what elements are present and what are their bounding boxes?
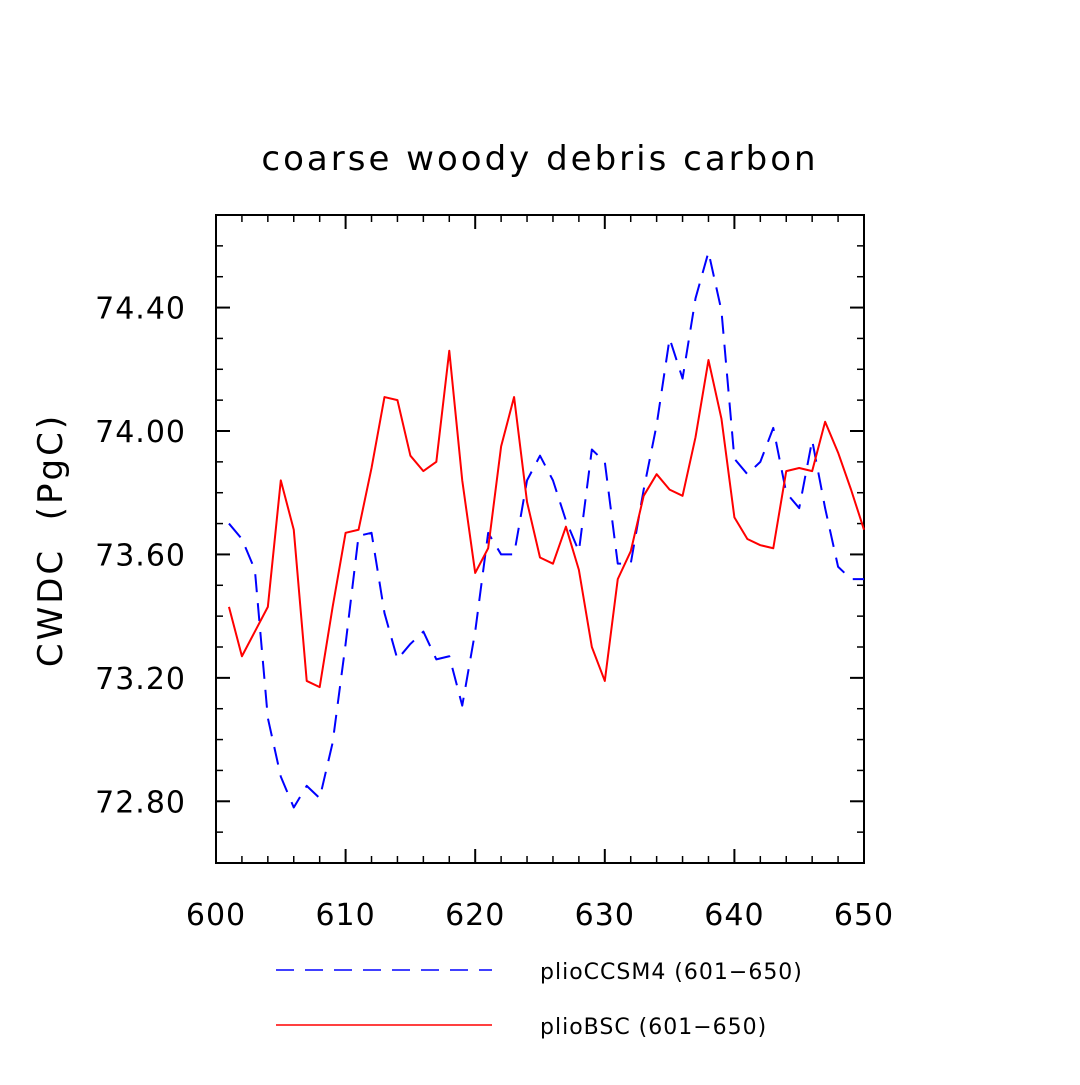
y-tick-label: 74.40 — [95, 292, 186, 327]
x-tick-label: 640 — [704, 898, 764, 933]
y-axis-label: CWDC (PgC) — [31, 413, 71, 667]
x-tick-label: 630 — [575, 898, 635, 933]
series-line-1 — [228, 251, 864, 809]
y-tick-label: 74.00 — [95, 415, 186, 450]
plot-area: 600 610 620 630 640 650 72.80 73.20 73.60 74.00 74… — [95, 214, 894, 933]
x-tick-label: 650 — [834, 898, 894, 933]
x-tick-label: 620 — [445, 898, 505, 933]
legend-label-2: plioBSC (601−650) — [540, 1015, 767, 1040]
y-tick-label: 73.20 — [95, 662, 186, 697]
legend-label-1: plioCCSM4 (601−650) — [540, 960, 803, 985]
plot-frame — [215, 214, 865, 864]
legend: plioCCSM4 (601−650) plioBSC (601−650) — [276, 960, 803, 1040]
series-line-2 — [227, 349, 865, 689]
x-tick-label: 600 — [186, 898, 246, 933]
y-tick-label: 72.80 — [95, 785, 186, 820]
y-tick-label: 73.60 — [95, 538, 186, 573]
x-tick-label: 610 — [315, 898, 375, 933]
chart-title: coarse woody debris carbon — [261, 139, 818, 179]
